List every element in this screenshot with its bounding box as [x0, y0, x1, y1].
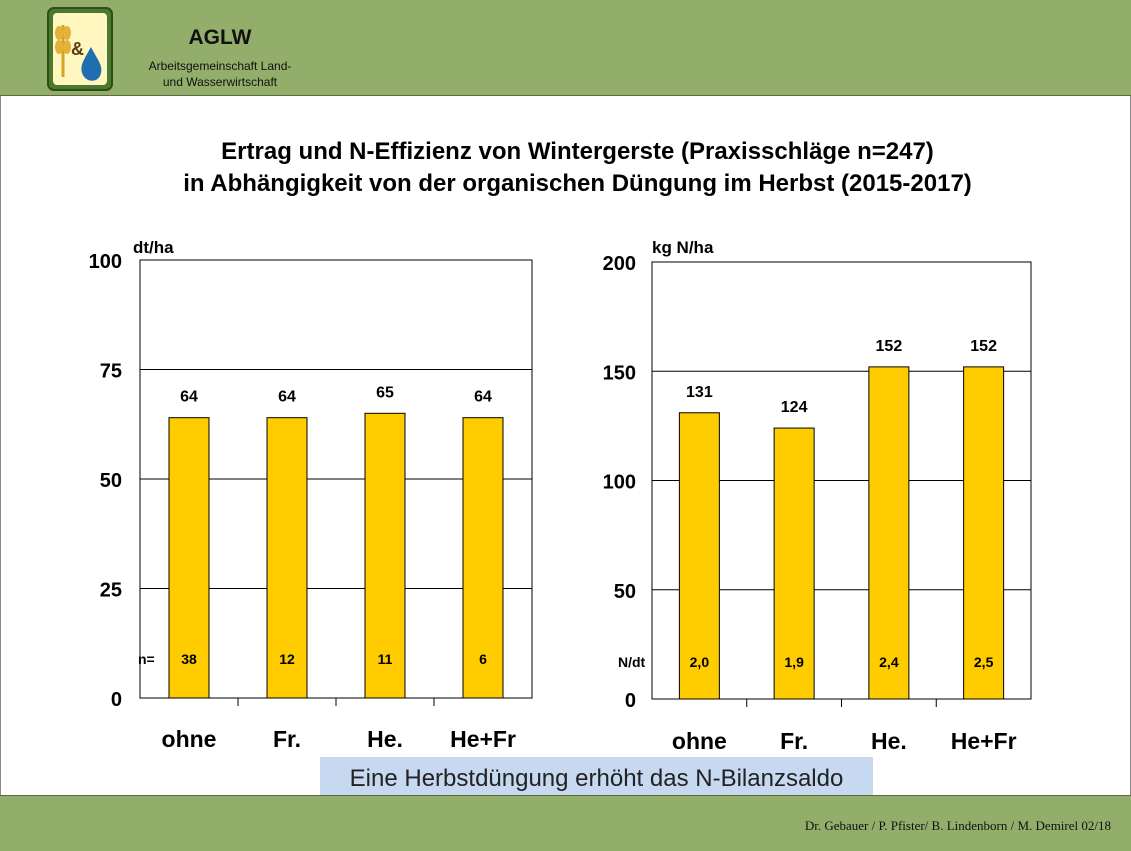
chart2-y-tick-label: 200 [603, 253, 636, 275]
chart2-category-label: ohne [672, 728, 727, 754]
chart2-value-label: 124 [781, 399, 808, 416]
chart1-value-label: 65 [376, 384, 394, 401]
org-name: AGLW [188, 26, 252, 49]
slide-title-line2: in Abhängigkeit von der organischen Düng… [183, 170, 972, 197]
chart2-y-tick-label: 150 [603, 362, 636, 384]
chart1-y-tick-label: 50 [100, 470, 122, 492]
chart1-value-label: 64 [180, 389, 198, 406]
chart2-category-label: He+Fr [951, 728, 1017, 754]
chart2-y-tick-label: 50 [614, 581, 636, 603]
chart1-y-tick-label: 75 [100, 361, 122, 383]
chart2-category-label: He. [871, 728, 907, 754]
chart2-bar [868, 366, 910, 700]
chart1-category-label: He+Fr [450, 726, 516, 752]
chart1-category-label: ohne [162, 726, 217, 752]
chart1-y-tick-label: 100 [89, 251, 122, 273]
chart1-inner-label: 38 [181, 651, 197, 667]
chart2-inner-label: 2,4 [879, 654, 899, 670]
chart1-category-label: Fr. [273, 726, 301, 752]
chart2-y-tick-label: 0 [625, 690, 636, 712]
chart1-value-label: 64 [474, 389, 492, 406]
logo-ampersand: & [71, 39, 84, 59]
chart2-category-label: Fr. [780, 728, 808, 754]
chart2-inner-label-title: N/dt [618, 654, 646, 670]
chart1-y-tick-label: 0 [111, 689, 122, 711]
chart2-y-tick-label: 100 [603, 472, 636, 494]
chart1-bar [168, 417, 210, 699]
org-subtitle-line1: Arbeitsgemeinschaft Land- [148, 59, 292, 73]
header-bar [0, 0, 1131, 96]
footer-bar [0, 795, 1131, 851]
aglw-logo: & [47, 7, 113, 91]
chart2-bar [773, 427, 815, 700]
callout-box: Eine Herbstdüngung erhöht das N-Bilanzsa… [320, 757, 873, 801]
chart2-value-label: 152 [970, 338, 997, 355]
chart1-bar [462, 417, 504, 699]
chart2-value-label: 131 [686, 384, 713, 401]
slide-title-line1: Ertrag und N-Effizienz von Wintergerste … [221, 138, 934, 165]
org-subtitle-line2: und Wasserwirtschaft [162, 75, 278, 89]
chart1-value-label: 64 [278, 389, 296, 406]
chart1-y-axis-label: dt/ha [133, 238, 174, 257]
chart2-bar [678, 412, 720, 700]
chart2-bar [963, 366, 1005, 700]
chart1-inner-label-title: n= [138, 651, 155, 667]
chart1-inner-label: 11 [378, 651, 393, 667]
chart2-inner-label: 2,5 [974, 654, 994, 670]
chart1-inner-label: 12 [279, 651, 295, 667]
chart1-bar [364, 412, 406, 699]
chart1-bar [266, 417, 308, 699]
chart1-inner-label: 6 [479, 651, 487, 667]
chart2-inner-label: 2,0 [690, 654, 710, 670]
chart1-category-label: He. [367, 726, 403, 752]
chart1-y-tick-label: 25 [100, 580, 122, 602]
chart2-y-axis-label: kg N/ha [652, 238, 714, 257]
chart2-inner-label: 1,9 [784, 654, 804, 670]
chart2-value-label: 152 [876, 338, 903, 355]
org-subtitle: Arbeitsgemeinschaft Land- und Wasserwirt… [120, 58, 320, 90]
slide-title: Ertrag und N-Effizienz von Wintergerste … [0, 136, 1131, 200]
footer-credits: Dr. Gebauer / P. Pfister/ B. Lindenborn … [804, 818, 1111, 833]
